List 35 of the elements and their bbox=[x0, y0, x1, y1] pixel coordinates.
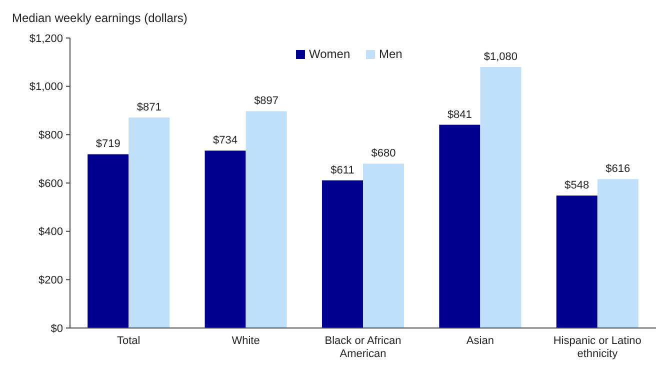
bar bbox=[322, 180, 363, 328]
data-label: $841 bbox=[447, 108, 472, 121]
y-tick-label: $800 bbox=[38, 130, 63, 142]
bar bbox=[128, 118, 170, 328]
legend-label: Men bbox=[379, 47, 402, 61]
data-label: $616 bbox=[606, 163, 630, 176]
bar bbox=[363, 164, 404, 328]
data-label: $897 bbox=[254, 95, 279, 108]
data-label: $734 bbox=[213, 134, 238, 147]
y-tick-label: $600 bbox=[38, 178, 63, 190]
y-tick-label: $200 bbox=[38, 274, 63, 287]
data-label: $548 bbox=[564, 180, 590, 192]
bar bbox=[439, 124, 480, 328]
data-label: $680 bbox=[371, 148, 396, 160]
y-tick-label: $1,200 bbox=[29, 32, 63, 45]
y-tick-label: $1,000 bbox=[29, 81, 63, 94]
y-tick-label: $400 bbox=[38, 226, 63, 238]
y-tick-label: $0 bbox=[50, 322, 63, 335]
data-label: $719 bbox=[96, 138, 120, 150]
legend-label: Women bbox=[309, 47, 350, 61]
x-tick-label: Asian bbox=[466, 335, 494, 347]
bar bbox=[556, 196, 598, 328]
bar bbox=[480, 67, 522, 328]
x-tick-label: Total bbox=[116, 335, 140, 347]
y-axis-title: Median weekly earnings (dollars) bbox=[12, 11, 188, 25]
bar bbox=[204, 150, 246, 328]
x-tick-label: Hispanic or Latino ethnicity bbox=[553, 335, 642, 360]
x-tick-label: White bbox=[232, 335, 260, 347]
data-label: $611 bbox=[330, 164, 354, 176]
data-label: $871 bbox=[136, 102, 162, 114]
x-tick-label: Black or African American bbox=[324, 335, 402, 360]
bar bbox=[88, 154, 129, 328]
bar bbox=[246, 111, 287, 328]
data-label: $1,080 bbox=[484, 51, 518, 63]
bar bbox=[597, 179, 638, 328]
